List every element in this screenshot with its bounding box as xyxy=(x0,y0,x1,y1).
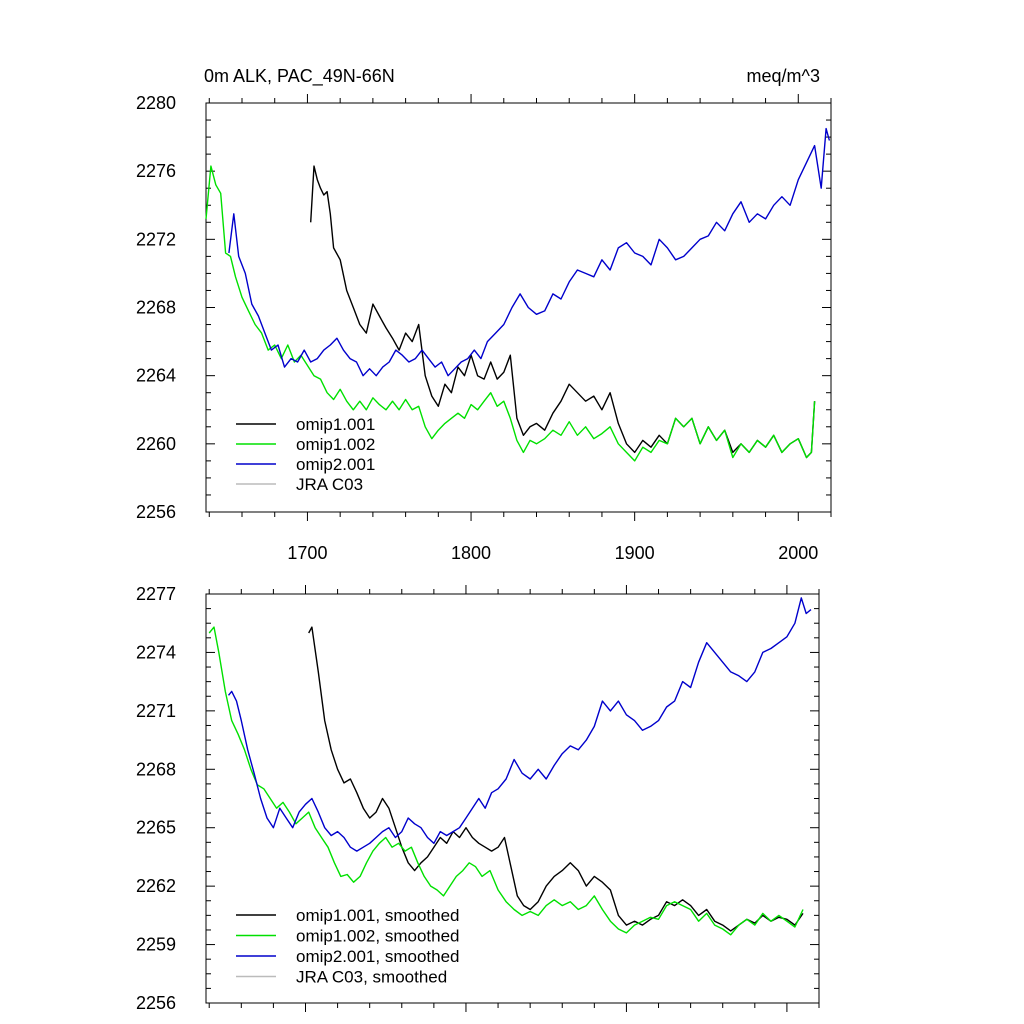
top-xtick-label: 1800 xyxy=(451,543,491,563)
top-series-line-2 xyxy=(205,165,816,462)
top-legend-label-4: JRA C03 xyxy=(296,475,363,494)
bottom-legend-label-1: omip1.001, smoothed xyxy=(296,906,460,925)
top-chart-title: 0m ALK, PAC_49N-66N xyxy=(204,66,395,87)
bottom-series-line-3 xyxy=(227,597,812,852)
bottom-ytick-label: 2268 xyxy=(136,759,176,779)
top-series-line-1 xyxy=(310,165,816,459)
top-xtick-label: 2000 xyxy=(778,543,818,563)
bottom-legend-label-4: JRA C03, smoothed xyxy=(296,968,447,987)
top-series-line-3 xyxy=(228,127,831,377)
top-legend-label-3: omip2.001 xyxy=(296,455,375,474)
bottom-legend-label-3: omip2.001, smoothed xyxy=(296,947,460,966)
bottom-ytick-label: 2277 xyxy=(136,584,176,604)
top-ytick-label: 2280 xyxy=(136,93,176,113)
top-ytick-label: 2268 xyxy=(136,298,176,318)
bottom-ytick-label: 2259 xyxy=(136,935,176,955)
bottom-ytick-label: 2265 xyxy=(136,818,176,838)
top-legend-label-1: omip1.001 xyxy=(296,415,375,434)
bottom-ytick-label: 2262 xyxy=(136,876,176,896)
bottom-ytick-label: 2256 xyxy=(136,993,176,1013)
top-chart-units: meq/m^3 xyxy=(747,66,820,86)
bottom-ytick-label: 2274 xyxy=(136,642,176,662)
bottom-series-line-1 xyxy=(308,626,804,932)
top-ytick-label: 2272 xyxy=(136,229,176,249)
top-panel: 0m ALK, PAC_49N-66N meq/m^3 2256 2260 2264… xyxy=(136,66,832,563)
top-xtick-label: 1900 xyxy=(615,543,655,563)
top-ytick-label: 2276 xyxy=(136,161,176,181)
top-ytick-label: 2264 xyxy=(136,366,176,386)
top-ytick-label: 2260 xyxy=(136,434,176,454)
top-ytick-label: 2256 xyxy=(136,502,176,522)
bottom-ytick-label: 2271 xyxy=(136,701,176,721)
bottom-series-line-2 xyxy=(208,626,804,936)
top-xtick-label: 1700 xyxy=(287,543,327,563)
bottom-legend-label-2: omip1.002, smoothed xyxy=(296,927,460,946)
bottom-panel: 2256 2259 2262 2265 2268 2271 2274 2277 omip1.00… xyxy=(136,584,820,1013)
top-legend-label-2: omip1.002 xyxy=(296,435,375,454)
